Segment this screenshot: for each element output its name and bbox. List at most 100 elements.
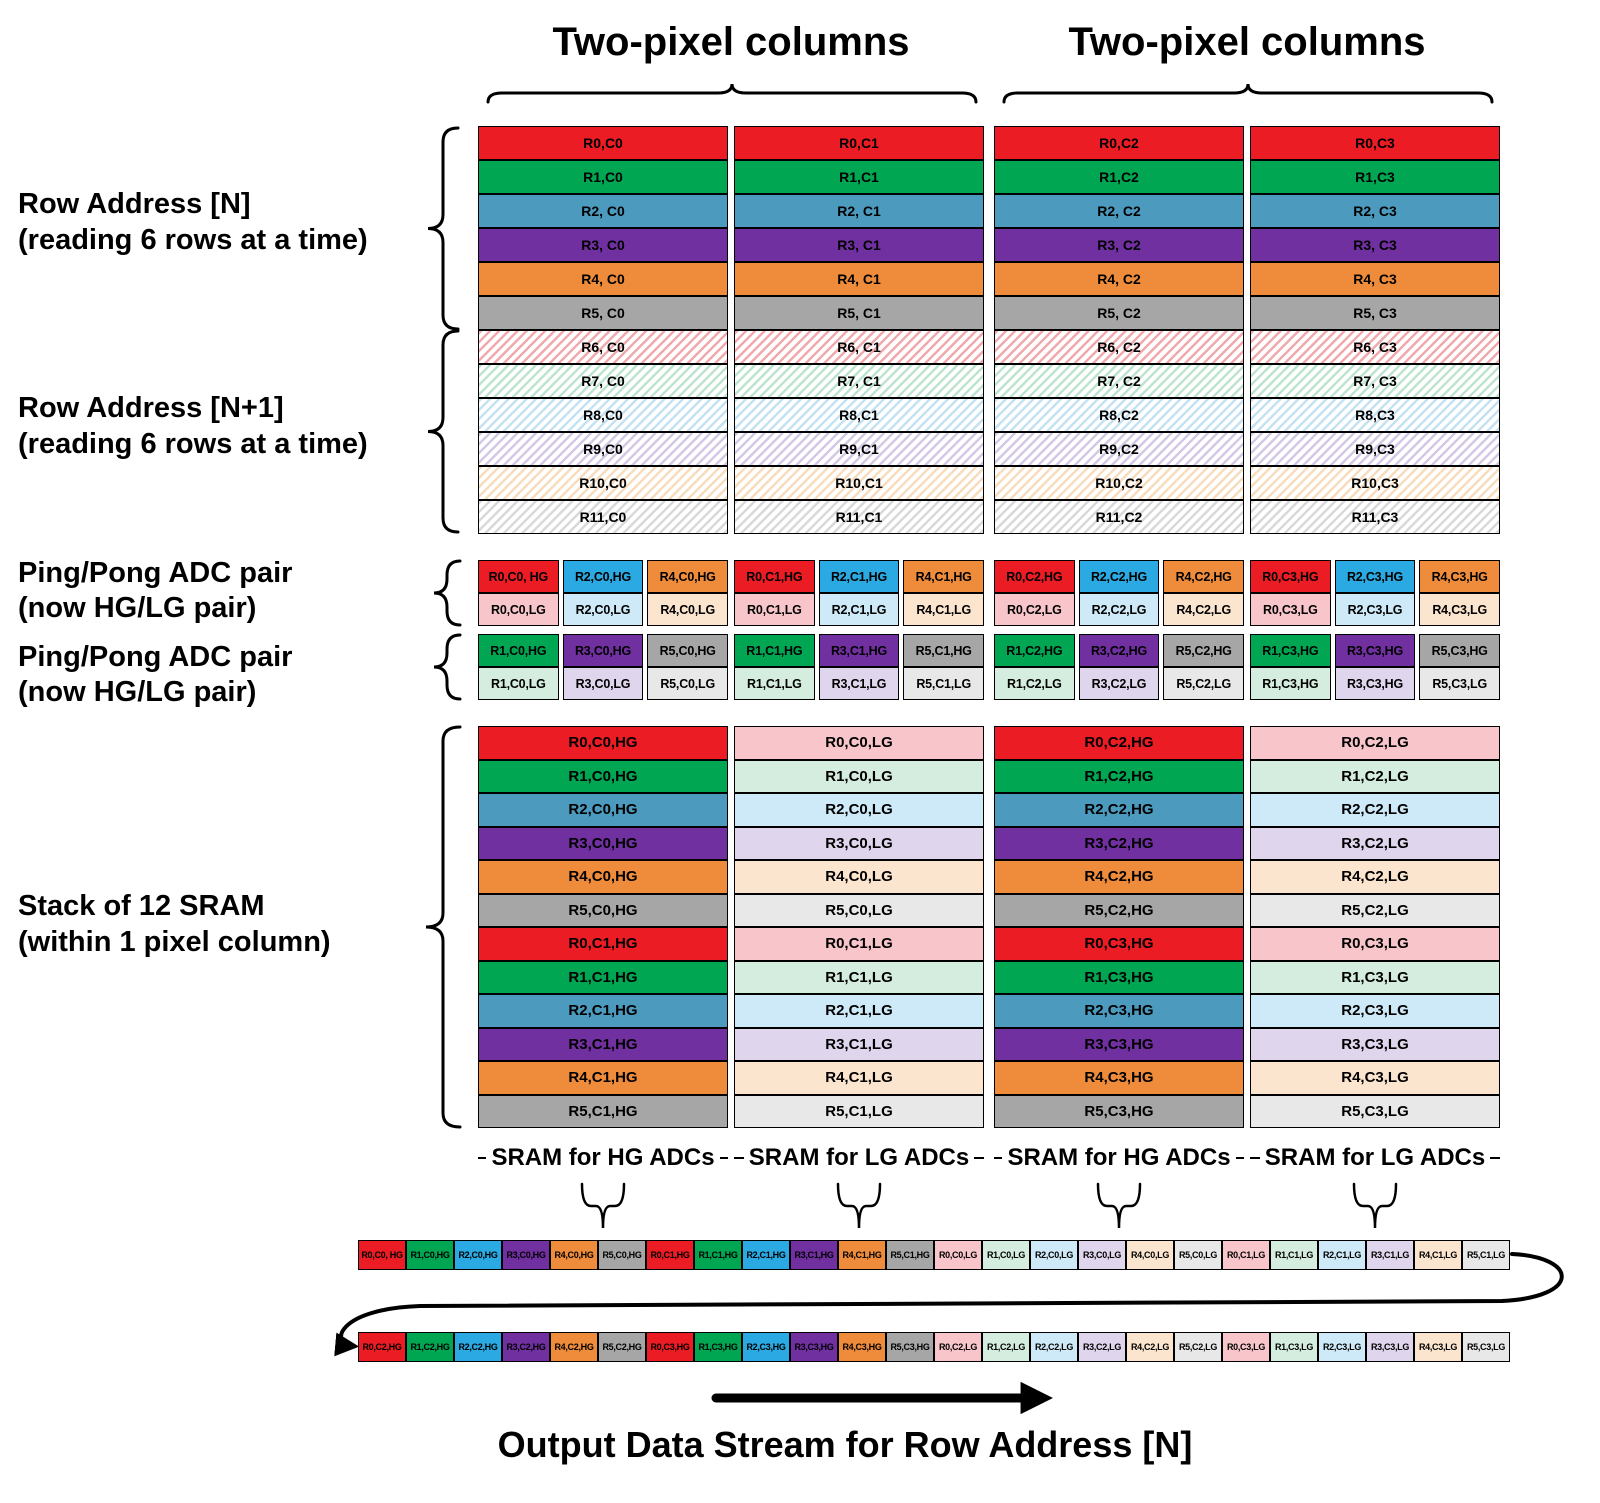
adc-cell: R0,C1,HG <box>734 560 815 593</box>
pixel-cell: R6, C1 <box>734 330 984 364</box>
adc-cell: R4,C2,LG <box>1163 593 1245 626</box>
pixel-grid-column-C2: R0,C2 R1,C2 R2, C2 R3, C2 R4, C2 R5, C2 R6, C2… <box>994 126 1244 534</box>
pixel-cell: R6, C3 <box>1250 330 1500 364</box>
adc-cell: R5,C1,HG <box>903 634 985 667</box>
sram-cell: R3,C3,HG <box>994 1027 1244 1061</box>
sram-cell: R5,C3,HG <box>994 1094 1244 1128</box>
pixel-cell: R11,C3 <box>1250 500 1500 534</box>
sram-cell: R2,C0,LG <box>734 793 984 827</box>
pixel-cell: R10,C3 <box>1250 466 1500 500</box>
sram-stack-column: R0,C0,LG R1,C0,LG R2,C0,LG R3,C0,LG R4,C0,LG… <box>734 726 984 1128</box>
adc-cell: R4,C0,LG <box>647 593 729 626</box>
sram-cell: R0,C1,HG <box>478 927 728 961</box>
stream-cell: R1,C1,HG <box>694 1240 742 1270</box>
sram-funnel-brace <box>580 1182 626 1229</box>
stream-cell: R5,C0,HG <box>598 1240 646 1270</box>
pingpong-triple: R1,C2,LG R3,C2,LG R5,C2,LG <box>994 667 1245 700</box>
pixel-cell: R1,C1 <box>734 160 984 194</box>
sram-cell: R0,C3,HG <box>994 927 1244 961</box>
pingpong-pair-1-label: Ping/Pong ADC pair (now HG/LG pair) <box>18 556 292 626</box>
two-pixel-columns-brace-left <box>486 83 978 104</box>
stream-cell: R1,C3,LG <box>1270 1332 1318 1362</box>
sram-stack-column: R0,C2,LG R1,C2,LG R2,C2,LG R3,C2,LG R4,C2,LG… <box>1250 726 1500 1128</box>
adc-cell: R3,C2,LG <box>1078 667 1160 700</box>
sram-cell: R0,C3,LG <box>1250 927 1500 961</box>
pixel-cell: R7, C3 <box>1250 364 1500 398</box>
pixel-cell: R4, C0 <box>478 262 728 296</box>
stream-cell: R5,C2,HG <box>598 1332 646 1362</box>
sram-cell: R4,C3,HG <box>994 1061 1244 1095</box>
sram-cell: R1,C1,LG <box>734 960 984 994</box>
adc-cell: R3,C3,HG <box>1334 634 1416 667</box>
adc-cell: R5,C2,LG <box>1163 667 1245 700</box>
sram-cell: R2,C3,HG <box>994 994 1244 1028</box>
row-address-n1-brace <box>427 329 460 534</box>
adc-cell: R0,C3,HG <box>1250 560 1331 593</box>
sram-cell: R4,C2,HG <box>994 860 1244 894</box>
pingpong-triple: R1,C1,LG R3,C1,LG R5,C1,LG <box>734 667 985 700</box>
sram-cell: R1,C3,HG <box>994 960 1244 994</box>
adc-cell: R3,C0,LG <box>562 667 644 700</box>
pixel-cell: R2, C0 <box>478 194 728 228</box>
pixel-grid-column-C0: R0,C0 R1,C0 R2, C0 R3, C0 R4, C0 R5, C0 R6, C0… <box>478 126 728 534</box>
pixel-cell: R5, C1 <box>734 296 984 330</box>
pixel-cell: R8,C0 <box>478 398 728 432</box>
pingpong-triple: R0,C1,LG R2,C1,LG R4,C1,LG <box>734 593 985 626</box>
adc-cell: R1,C1,LG <box>734 667 815 700</box>
pixel-cell: R9,C1 <box>734 432 984 466</box>
stream-cell: R0,C2,HG <box>358 1332 406 1362</box>
pingpong-pair-1-line1: Ping/Pong ADC pair <box>18 557 293 589</box>
sram-cell: R4,C0,LG <box>734 860 984 894</box>
sram-cell: R0,C0,LG <box>734 726 984 760</box>
stream-cell: R3,C3,HG <box>790 1332 838 1362</box>
adc-cell: R1,C2,LG <box>994 667 1075 700</box>
stream-cell: R4,C2,HG <box>550 1332 598 1362</box>
stream-cell: R3,C0,HG <box>502 1240 550 1270</box>
pingpong-triple: R1,C1,HG R3,C1,HG R5,C1,HG <box>734 634 985 667</box>
pixel-cell: R2, C1 <box>734 194 984 228</box>
sram-cell: R1,C2,HG <box>994 759 1244 793</box>
sram-cell: R5,C1,LG <box>734 1094 984 1128</box>
pingpong-triple: R1,C0,HG R3,C0,HG R5,C0,HG <box>478 634 729 667</box>
pixel-cell: R5, C3 <box>1250 296 1500 330</box>
two-pixel-columns-title-right: Two-pixel columns <box>1068 20 1426 64</box>
adc-cell: R4,C3,LG <box>1419 593 1501 626</box>
sram-cell: R1,C1,HG <box>478 960 728 994</box>
sram-cell: R5,C3,LG <box>1250 1094 1500 1128</box>
pixel-cell: R2, C3 <box>1250 194 1500 228</box>
stream-cell: R2,C0,LG <box>1030 1240 1078 1270</box>
stream-cell: R5,C0,LG <box>1174 1240 1222 1270</box>
output-stream-caption: Output Data Stream for Row Address [N] <box>497 1424 1193 1465</box>
sram-cell: R2,C1,LG <box>734 994 984 1028</box>
adc-cell: R1,C0,HG <box>478 634 559 667</box>
sram-cell: R1,C2,LG <box>1250 759 1500 793</box>
sram-cell: R3,C2,LG <box>1250 826 1500 860</box>
sram-cell: R5,C0,LG <box>734 893 984 927</box>
adc-cell: R2,C0,LG <box>562 593 644 626</box>
stream-cell: R3,C3,LG <box>1366 1332 1414 1362</box>
sram-cell: R3,C1,LG <box>734 1027 984 1061</box>
pixel-cell: R10,C1 <box>734 466 984 500</box>
adc-cell: R3,C3,HG <box>1334 667 1416 700</box>
pingpong-triple: R0,C0,LG R2,C0,LG R4,C0,LG <box>478 593 729 626</box>
stream-cell: R4,C3,HG <box>838 1332 886 1362</box>
stream-cell: R2,C1,LG <box>1318 1240 1366 1270</box>
output-stream-row-2: R0,C2,HG R1,C2,HG R2,C2,HG R3,C2,HG R4,C2,HG… <box>358 1332 1510 1362</box>
stream-cell: R5,C1,HG <box>886 1240 934 1270</box>
row-address-n1-line1: Row Address [N+1] <box>18 392 284 424</box>
sram-cell: R5,C0,HG <box>478 893 728 927</box>
sram-stack-column: R0,C2,HG R1,C2,HG R2,C2,HG R3,C2,HG R4,C2,HG… <box>994 726 1244 1128</box>
adc-cell: R4,C0,HG <box>647 560 729 593</box>
sram-funnel-brace <box>1352 1182 1398 1229</box>
stream-cell: R4,C0,LG <box>1126 1240 1174 1270</box>
stream-cell: R3,C1,HG <box>790 1240 838 1270</box>
sram-cell: R4,C3,LG <box>1250 1061 1500 1095</box>
stream-cell: R4,C0,HG <box>550 1240 598 1270</box>
pixel-grid-column-C1: R0,C1 R1,C1 R2, C1 R3, C1 R4, C1 R5, C1 R6, C1… <box>734 126 984 534</box>
pixel-cell: R1,C3 <box>1250 160 1500 194</box>
adc-cell: R4,C2,HG <box>1163 560 1245 593</box>
adc-cell: R1,C1,HG <box>734 634 815 667</box>
pixel-cell: R4, C3 <box>1250 262 1500 296</box>
row-address-n1-line2: (reading 6 rows at a time) <box>18 428 368 460</box>
